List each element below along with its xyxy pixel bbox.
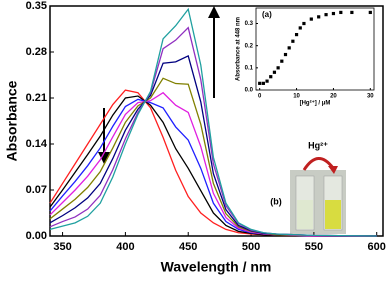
y-tick-label: 0.0 <box>245 88 254 94</box>
point <box>368 10 372 15</box>
x-tick-label: 0 <box>258 94 262 100</box>
curved-arrow <box>302 157 335 171</box>
vials-photo: Hg²⁺ (b) <box>270 140 346 234</box>
point <box>309 17 313 21</box>
point <box>269 75 273 79</box>
point <box>298 26 302 30</box>
point <box>317 15 321 19</box>
point <box>261 81 265 85</box>
point <box>283 52 288 57</box>
reagent-label: Hg²⁺ <box>308 140 328 150</box>
x-tick-label: 500 <box>242 241 260 253</box>
point <box>324 13 328 17</box>
arrows <box>98 6 220 164</box>
inset-title: (a) <box>262 10 272 19</box>
x-tick-label: 600 <box>368 241 386 253</box>
x-tick-label: 400 <box>116 241 134 253</box>
x-tick-label: 450 <box>179 241 197 253</box>
point <box>258 81 262 85</box>
x-axis-label: Wavelength / nm <box>161 259 272 275</box>
x-axis-label: [Hg²⁺] / μM <box>300 100 331 107</box>
x-tick-label: 30 <box>367 94 374 100</box>
inset-b-label: (b) <box>270 196 282 206</box>
y-axis-label: Absorbance at 448 nm <box>236 17 242 81</box>
y-tick-label: 0.2 <box>245 43 254 49</box>
y-tick-label: 0.00 <box>26 230 47 242</box>
point <box>302 21 306 26</box>
y-tick-label: 0.21 <box>26 92 47 104</box>
x-tick-label: 20 <box>330 94 337 100</box>
y-tick-label: 0.3 <box>245 21 254 27</box>
point <box>291 39 295 43</box>
x-tick-label: 350 <box>53 241 71 253</box>
spectrum-line <box>49 95 377 237</box>
point <box>294 32 299 37</box>
y-tick-label: 0.35 <box>26 0 47 12</box>
y-tick-label: 0.07 <box>26 184 47 196</box>
x-tick-label: 550 <box>305 241 323 253</box>
y-tick-label: 0.28 <box>26 46 47 58</box>
point <box>265 79 269 83</box>
point <box>331 11 336 16</box>
solution-left <box>297 200 313 229</box>
point <box>350 10 354 15</box>
point <box>339 10 343 15</box>
spectrum-line <box>49 7 377 237</box>
point <box>272 70 277 74</box>
y-tick-label: 0.1 <box>245 65 254 71</box>
point <box>276 66 280 70</box>
solution-right <box>325 200 341 229</box>
y-axis-label: Absorbance <box>4 80 20 161</box>
plot-frame <box>255 7 375 91</box>
plot-frame <box>49 5 384 237</box>
increase-arrow-head <box>208 6 220 18</box>
decrease-arrow-head <box>98 152 110 164</box>
y-tick-label: 0.14 <box>26 138 48 150</box>
x-tick-label: 10 <box>293 94 300 100</box>
point <box>287 46 291 50</box>
curved-arrow-head <box>328 166 338 174</box>
point <box>280 59 284 63</box>
